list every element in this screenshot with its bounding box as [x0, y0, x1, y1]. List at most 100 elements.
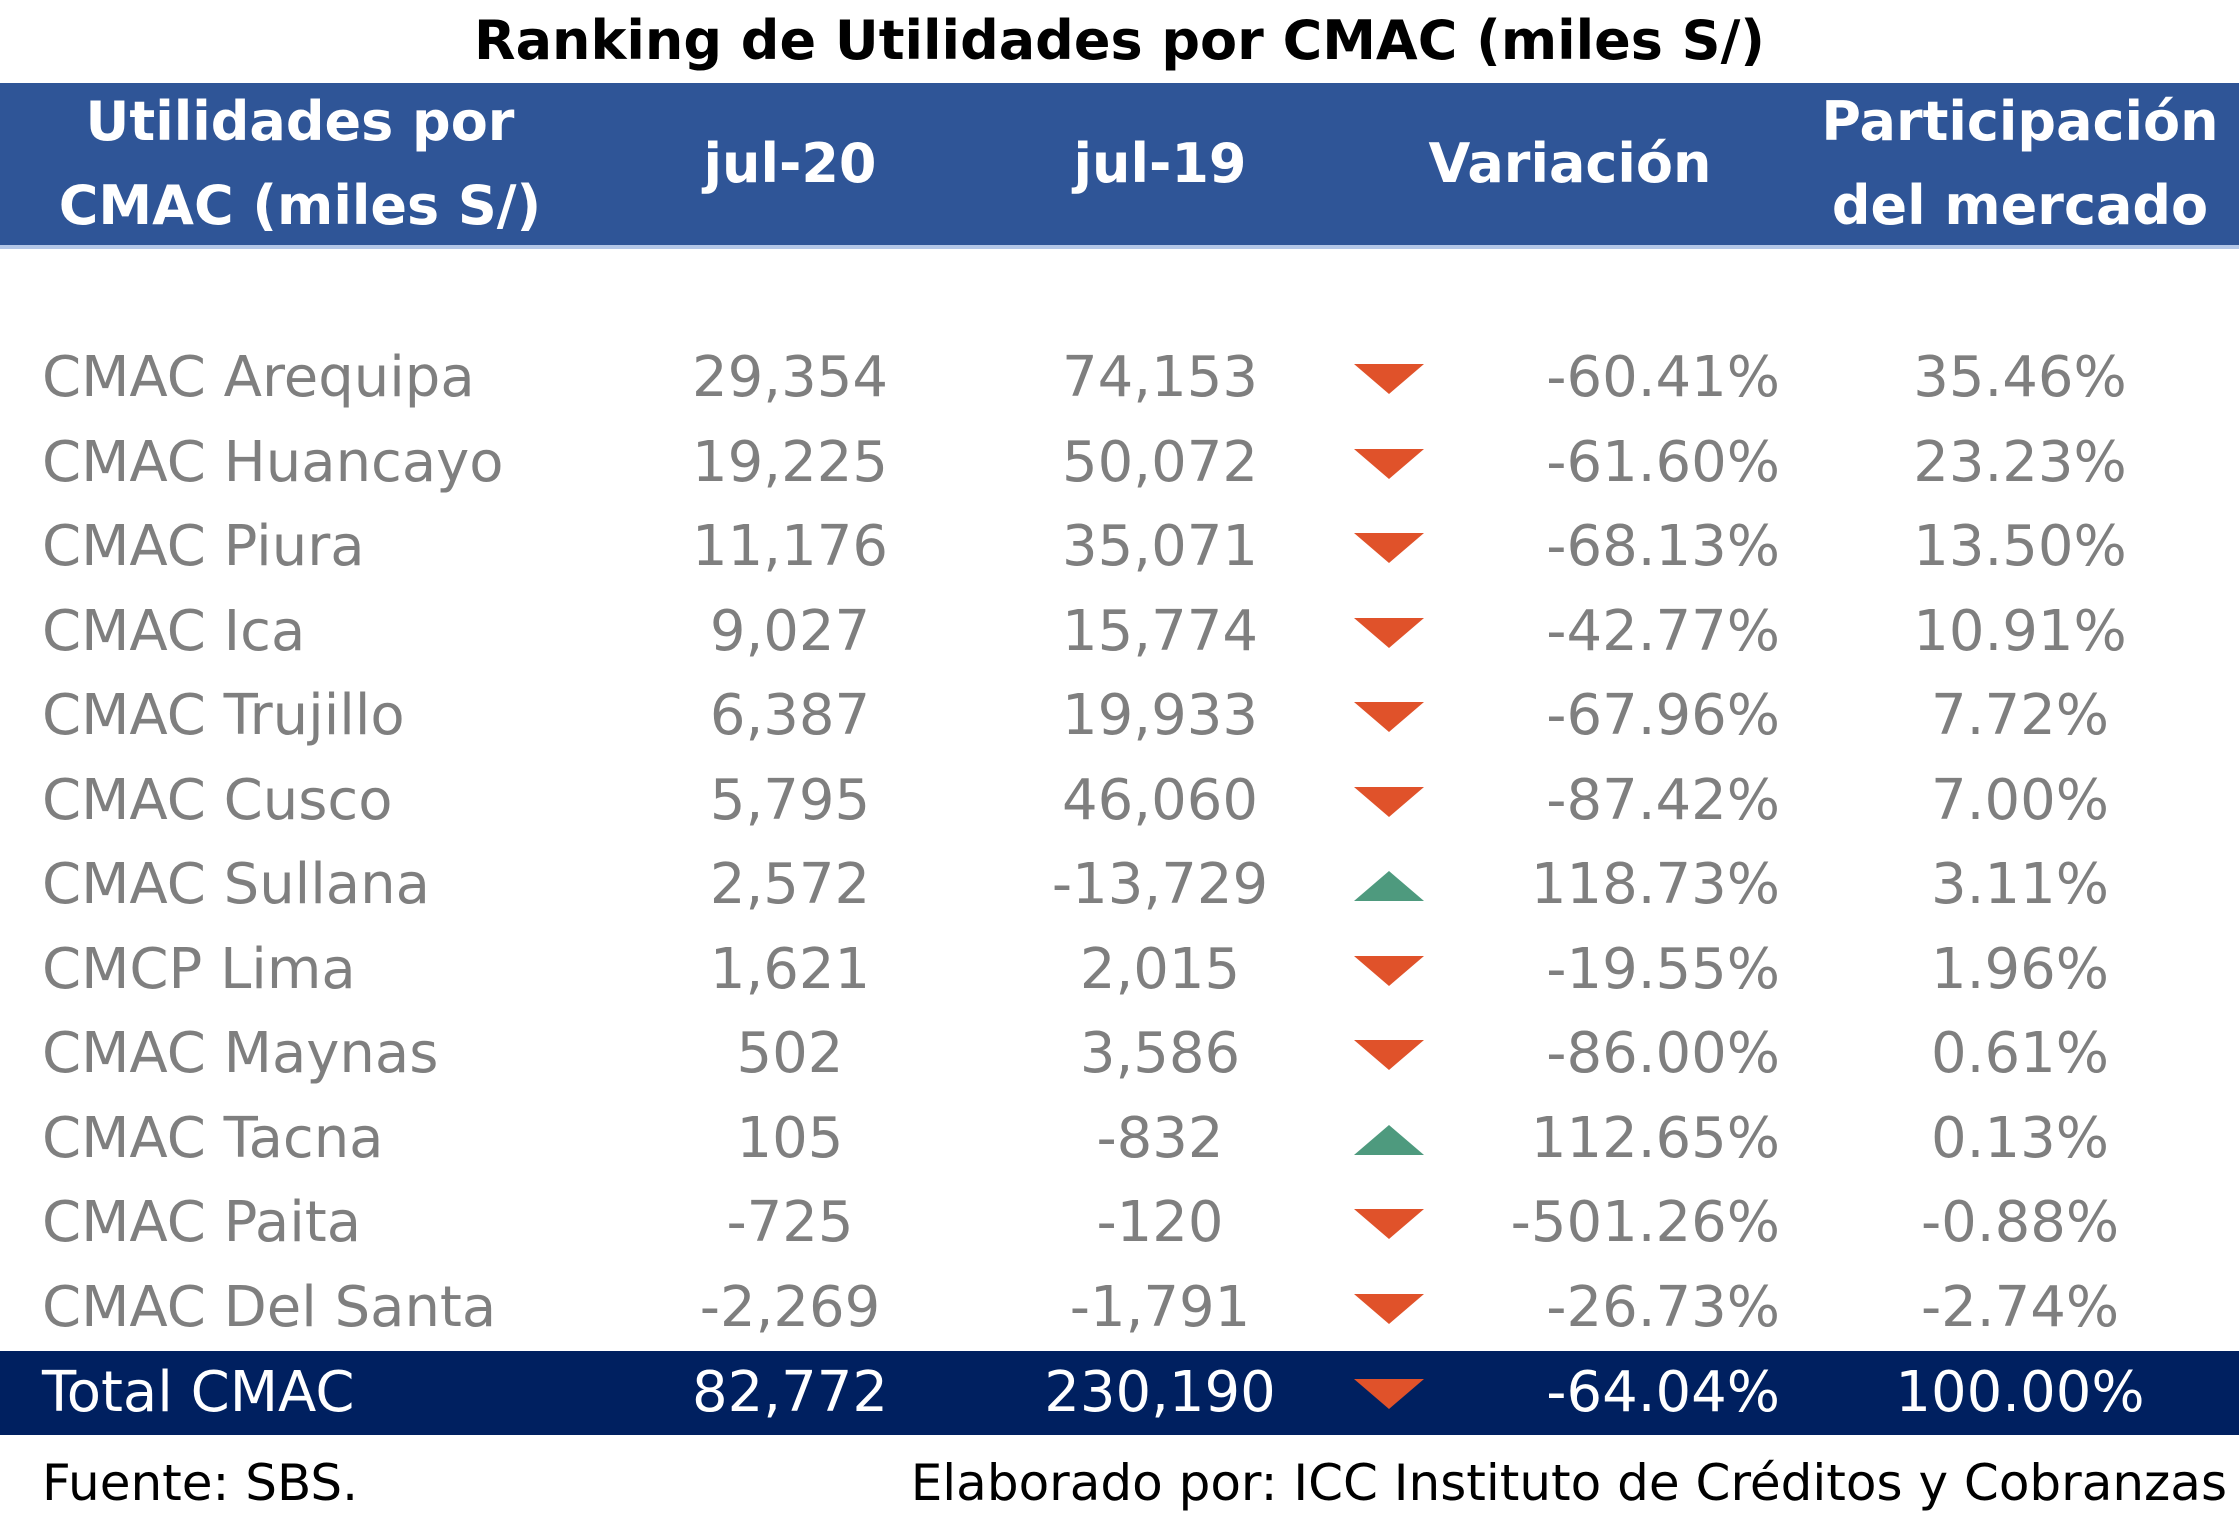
row-name: CMAC Ica — [42, 598, 306, 664]
row-variation: 112.65% — [1530, 1105, 1780, 1171]
table-row: CMAC Sullana 2,572 -13,729 118.73% 3.11% — [0, 843, 2239, 927]
header-variation: Variación — [1428, 132, 1712, 195]
table-row: CMCP Lima 1,621 2,015 -19.55% 1.96% — [0, 928, 2239, 1012]
row-name: CMAC Huancayo — [42, 429, 504, 495]
row-share: 10.91% — [1913, 598, 2127, 664]
row-jul19: -13,729 — [1051, 852, 1269, 917]
row-variation: -87.42% — [1546, 767, 1780, 833]
down-triangle-icon — [1352, 1351, 1426, 1435]
total-jul20: 82,772 — [692, 1360, 888, 1425]
row-jul20: 1,621 — [709, 936, 871, 1002]
row-variation: -67.96% — [1546, 683, 1780, 748]
row-jul20: -725 — [726, 1190, 854, 1255]
row-jul20: 6,387 — [709, 683, 871, 748]
row-jul20: 19,225 — [692, 429, 888, 495]
table-row: CMAC Cusco 5,795 46,060 -87.42% 7.00% — [0, 759, 2239, 843]
row-jul19: 50,072 — [1062, 429, 1258, 495]
down-triangle-icon — [1352, 1266, 1426, 1350]
row-name: CMAC Cusco — [42, 767, 393, 833]
down-triangle-icon — [1352, 928, 1426, 1012]
row-share: 35.46% — [1913, 345, 2127, 410]
row-share: -0.88% — [1920, 1190, 2120, 1255]
row-jul20: 5,795 — [709, 767, 871, 833]
row-name: CMCP Lima — [42, 936, 356, 1002]
row-share: 0.61% — [1931, 1021, 2109, 1086]
row-share: 0.13% — [1931, 1105, 2109, 1171]
row-jul20: 9,027 — [709, 598, 871, 664]
row-jul19: -120 — [1096, 1190, 1224, 1255]
row-name: CMAC Trujillo — [42, 683, 405, 748]
row-name: CMAC Sullana — [42, 852, 430, 917]
footer-source: Fuente: SBS. — [42, 1454, 359, 1512]
total-variation: -64.04% — [1546, 1360, 1780, 1425]
row-name: CMAC Maynas — [42, 1021, 439, 1086]
up-triangle-icon — [1352, 1097, 1426, 1181]
total-row: Total CMAC 82,772 230,190 -64.04% 100.00… — [0, 1351, 2239, 1435]
row-share: -2.74% — [1920, 1274, 2120, 1340]
down-triangle-icon — [1352, 421, 1426, 505]
row-variation: -501.26% — [1510, 1190, 1780, 1255]
table-row: CMAC Tacna 105 -832 112.65% 0.13% — [0, 1097, 2239, 1181]
row-variation: -60.41% — [1546, 345, 1780, 410]
table-row: CMAC Del Santa -2,269 -1,791 -26.73% -2.74% — [0, 1266, 2239, 1350]
row-jul19: 19,933 — [1062, 683, 1258, 748]
header-share-line2: del mercado — [1831, 174, 2209, 237]
down-triangle-icon — [1352, 505, 1426, 589]
header-market-share: Participación del mercado — [1800, 83, 2239, 245]
table-row: CMAC Maynas 502 3,586 -86.00% 0.61% — [0, 1012, 2239, 1096]
header-jul19: jul-19 — [1073, 132, 1247, 195]
row-variation: -26.73% — [1546, 1274, 1780, 1340]
footer-credit: Elaborado por: ICC Instituto de Créditos… — [910, 1454, 2227, 1512]
header-jul20: jul-20 — [703, 132, 877, 195]
header-entity: Utilidades por CMAC (miles S/) — [0, 83, 600, 245]
header-share-line1: Participación — [1821, 90, 2219, 153]
total-share: 100.00% — [1895, 1360, 2145, 1425]
row-jul20: 29,354 — [692, 345, 888, 410]
row-variation: -68.13% — [1546, 514, 1780, 579]
table-row: CMAC Huancayo 19,225 50,072 -61.60% 23.23% — [0, 421, 2239, 505]
down-triangle-icon — [1352, 590, 1426, 674]
row-jul20: 502 — [736, 1021, 844, 1086]
row-name: CMAC Tacna — [42, 1105, 384, 1171]
row-share: 7.72% — [1931, 683, 2109, 748]
row-variation: -61.60% — [1546, 429, 1780, 495]
down-triangle-icon — [1352, 1181, 1426, 1265]
total-jul19: 230,190 — [1044, 1360, 1276, 1425]
row-variation: -86.00% — [1546, 1021, 1780, 1086]
row-name: CMAC Paita — [42, 1190, 362, 1255]
row-variation: 118.73% — [1530, 852, 1780, 917]
row-jul20: 11,176 — [692, 514, 888, 579]
row-name: CMAC Del Santa — [42, 1274, 497, 1340]
row-share: 7.00% — [1931, 767, 2109, 833]
down-triangle-icon — [1352, 759, 1426, 843]
row-share: 23.23% — [1913, 429, 2127, 495]
table-header: Utilidades por CMAC (miles S/) jul-20 jul… — [0, 83, 2239, 249]
up-triangle-icon — [1352, 843, 1426, 927]
row-jul19: 35,071 — [1062, 514, 1258, 579]
row-name: CMAC Piura — [42, 514, 365, 579]
table-row: CMAC Piura 11,176 35,071 -68.13% 13.50% — [0, 505, 2239, 589]
row-variation: -19.55% — [1546, 936, 1780, 1002]
row-share: 13.50% — [1913, 514, 2127, 579]
row-jul19: 3,586 — [1079, 1021, 1241, 1086]
header-entity-line2: CMAC (miles S/) — [58, 174, 542, 237]
down-triangle-icon — [1352, 1012, 1426, 1096]
table-row: CMAC Arequipa 29,354 74,153 -60.41% 35.46% — [0, 336, 2239, 420]
header-entity-line1: Utilidades por — [85, 90, 515, 153]
row-jul19: 2,015 — [1079, 936, 1241, 1002]
row-share: 3.11% — [1931, 852, 2109, 917]
table-row: CMAC Paita -725 -120 -501.26% -0.88% — [0, 1181, 2239, 1265]
row-jul19: -1,791 — [1069, 1274, 1251, 1340]
row-jul20: 2,572 — [709, 852, 871, 917]
down-triangle-icon — [1352, 674, 1426, 758]
table-title: Ranking de Utilidades por CMAC (miles S/… — [474, 9, 1765, 72]
row-jul19: -832 — [1096, 1105, 1224, 1171]
total-name: Total CMAC — [42, 1360, 355, 1425]
row-name: CMAC Arequipa — [42, 345, 475, 410]
row-variation: -42.77% — [1546, 598, 1780, 664]
row-jul20: 105 — [736, 1105, 844, 1171]
table-row: CMAC Trujillo 6,387 19,933 -67.96% 7.72% — [0, 674, 2239, 758]
row-jul19: 46,060 — [1062, 767, 1258, 833]
down-triangle-icon — [1352, 336, 1426, 420]
table-row: CMAC Ica 9,027 15,774 -42.77% 10.91% — [0, 590, 2239, 674]
